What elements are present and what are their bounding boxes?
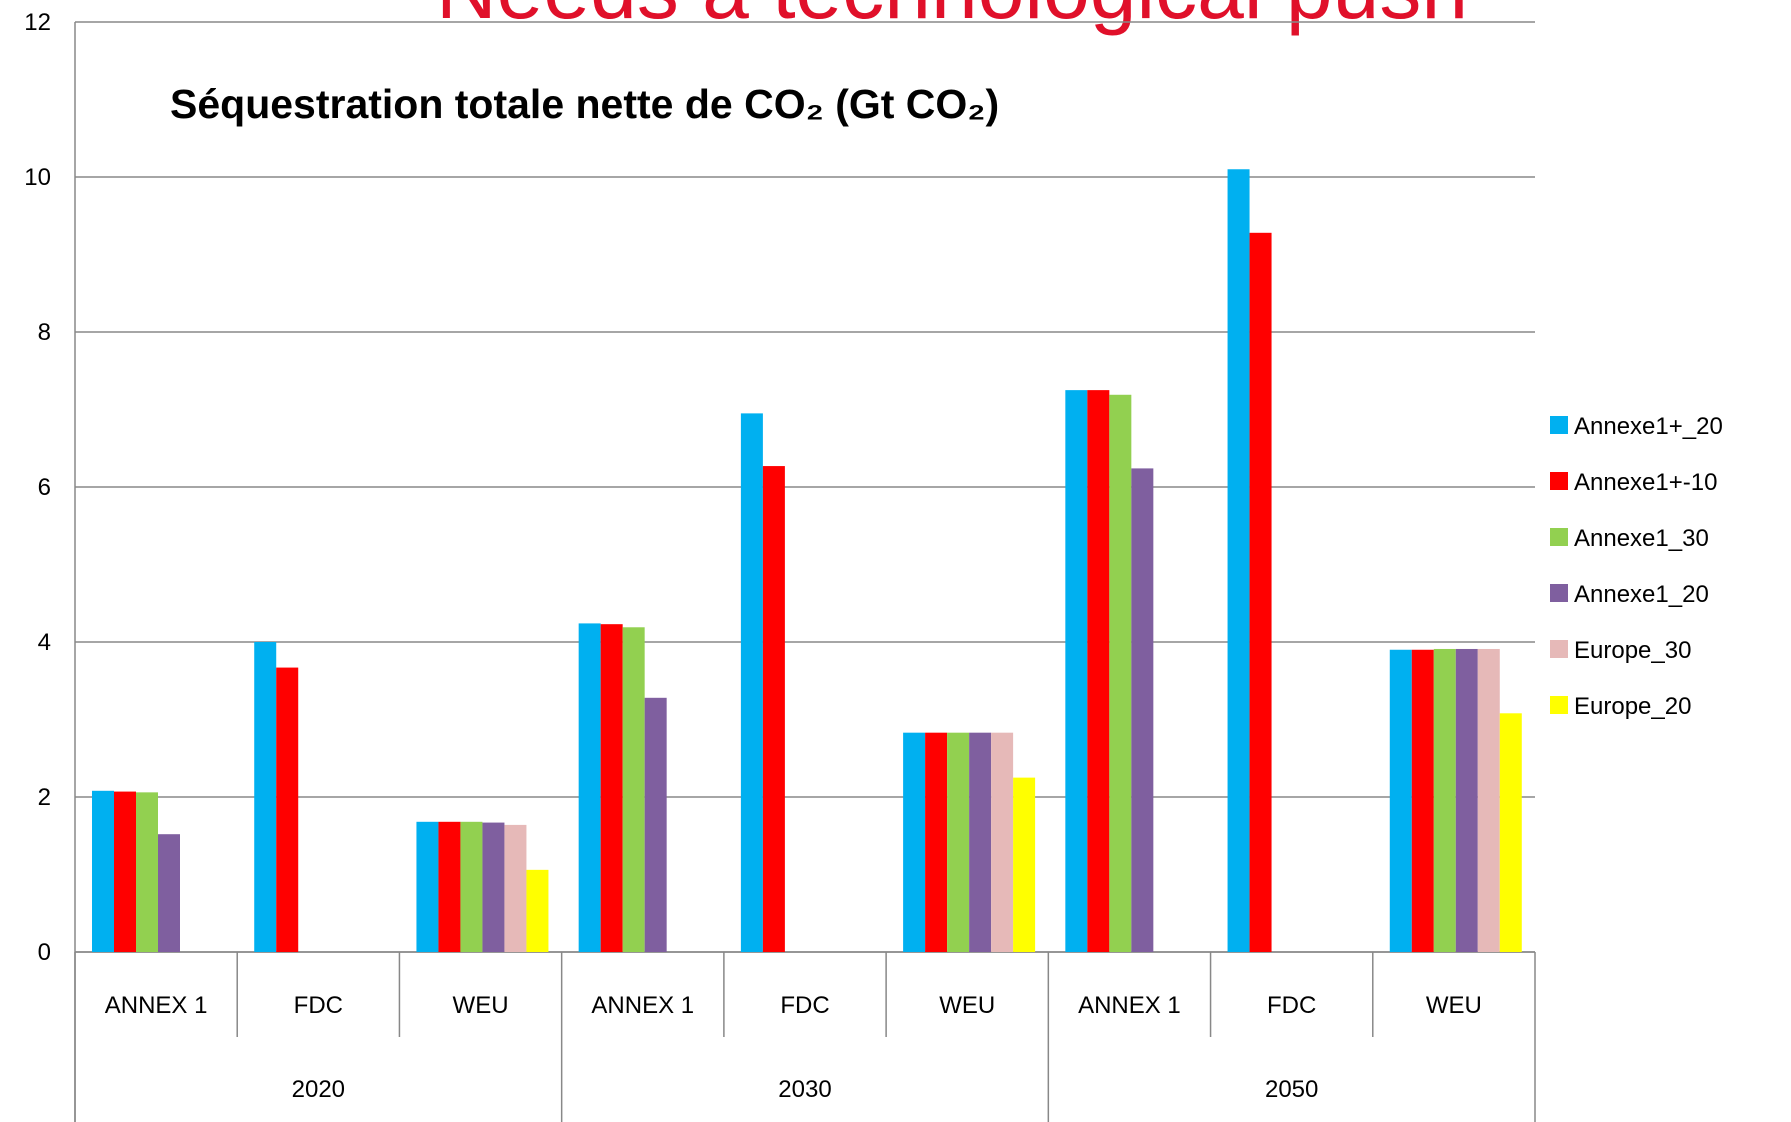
bar [947, 732, 970, 952]
bar [1249, 232, 1272, 953]
bar [1389, 649, 1412, 952]
bar [1227, 169, 1250, 952]
legend-swatch [1550, 416, 1568, 434]
bar [114, 791, 136, 952]
bar [1065, 390, 1088, 952]
group-label: 2050 [1265, 1076, 1318, 1103]
bar [1109, 394, 1132, 952]
x-tick-label: FDC [1267, 992, 1316, 1019]
y-tick-label: 2 [38, 784, 51, 811]
bar [600, 624, 623, 952]
bar [644, 697, 667, 952]
x-tick-label: ANNEX 1 [1078, 992, 1181, 1019]
legend-swatch [1550, 472, 1568, 490]
bar [460, 821, 483, 952]
x-tick-label: WEU [1426, 992, 1482, 1019]
group-label: 2020 [292, 1076, 345, 1103]
bar [482, 822, 505, 952]
bar [438, 821, 461, 952]
x-tick-label: FDC [294, 992, 343, 1019]
bar [254, 642, 277, 952]
bar [991, 732, 1014, 952]
bar [762, 466, 785, 952]
legend-swatch [1550, 696, 1568, 714]
bar [276, 667, 299, 952]
y-tick-label: 0 [38, 939, 51, 966]
x-tick-label: FDC [780, 992, 829, 1019]
x-tick-label: ANNEX 1 [591, 992, 694, 1019]
y-tick-label: 4 [38, 629, 51, 656]
legend-label: Annexe1+_20 [1574, 413, 1723, 440]
bar [1433, 648, 1456, 952]
bar [1087, 390, 1110, 952]
bar [1455, 648, 1478, 952]
bar [92, 790, 114, 952]
legend-label: Annexe1_30 [1574, 525, 1709, 552]
legend-label: Annexe1_20 [1574, 581, 1709, 608]
y-tick-label: 12 [24, 9, 51, 36]
bar [416, 821, 439, 952]
bar [1131, 468, 1154, 952]
bar [1013, 777, 1036, 952]
bar [504, 824, 527, 952]
y-tick-label: 6 [38, 474, 51, 501]
bar [740, 413, 763, 952]
bar [578, 623, 601, 952]
bar [136, 792, 158, 952]
bar [526, 869, 549, 952]
x-tick-label: WEU [939, 992, 995, 1019]
bar [969, 732, 992, 952]
legend-swatch [1550, 584, 1568, 602]
bar [925, 732, 948, 952]
bar [903, 732, 926, 952]
legend-swatch [1550, 640, 1568, 658]
x-tick-label: WEU [453, 992, 509, 1019]
y-tick-label: 8 [38, 319, 51, 346]
legend-swatch [1550, 528, 1568, 546]
y-tick-label: 10 [24, 164, 51, 191]
heading: Needs a technological push [436, 0, 1468, 36]
x-tick-label: ANNEX 1 [105, 992, 208, 1019]
bar [1411, 649, 1434, 952]
bar [158, 834, 180, 952]
legend-label: Europe_20 [1574, 693, 1691, 720]
legend-label: Annexe1+-10 [1574, 469, 1717, 496]
chart-title: Séquestration totale nette de CO₂ (Gt CO… [170, 81, 999, 127]
bar [1477, 648, 1500, 952]
group-label: 2030 [778, 1076, 831, 1103]
bar [622, 627, 645, 952]
bar [1499, 713, 1522, 952]
legend-label: Europe_30 [1574, 637, 1691, 664]
